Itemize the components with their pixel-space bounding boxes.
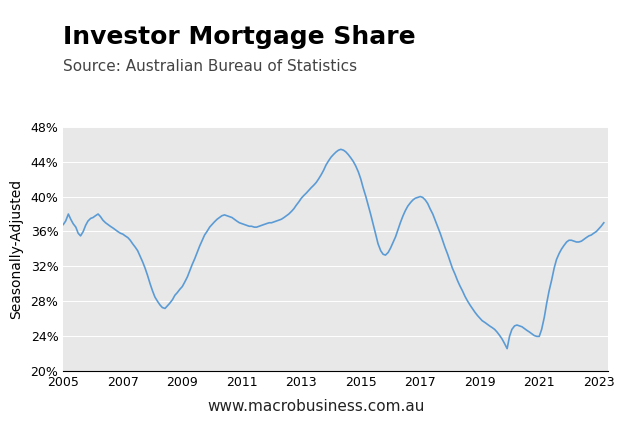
Text: Source: Australian Bureau of Statistics: Source: Australian Bureau of Statistics <box>63 59 358 74</box>
Text: BUSINESS: BUSINESS <box>480 65 558 78</box>
Y-axis label: Seasonally-Adjusted: Seasonally-Adjusted <box>9 179 23 319</box>
Text: MACRO: MACRO <box>482 35 556 52</box>
Text: Investor Mortgage Share: Investor Mortgage Share <box>63 25 416 49</box>
Text: www.macrobusiness.com.au: www.macrobusiness.com.au <box>208 398 425 414</box>
